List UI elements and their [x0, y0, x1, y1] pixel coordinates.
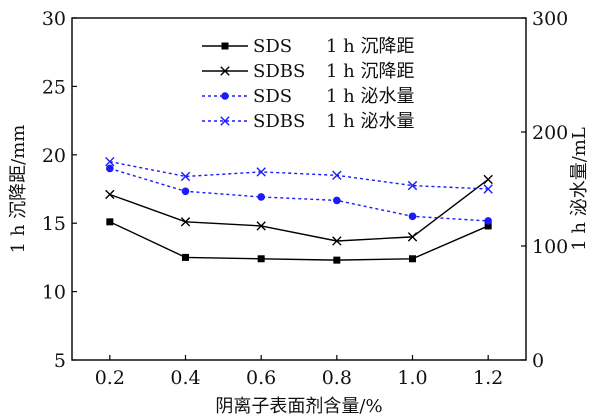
data-point-1: [256, 221, 266, 231]
x-axis-label: 阴离子表面剂含量/%: [215, 396, 382, 417]
plot-frame: [71, 17, 527, 361]
data-point-3: [105, 156, 115, 167]
legend-series-label: 1 h 泌水量: [326, 86, 415, 107]
data-point-0: [484, 222, 492, 230]
series-line-1: [109, 178, 489, 242]
data-point-0: [333, 256, 341, 264]
y-left-tick-label: 15: [42, 213, 66, 235]
x-tick-label: 0.2: [95, 367, 125, 389]
data-point-1: [407, 232, 418, 242]
data-point-0: [409, 255, 416, 263]
data-point-1: [483, 174, 493, 185]
data-point-1: [105, 189, 115, 200]
data-point-3: [407, 180, 418, 191]
legend-series-label: 1 h 沉降距: [326, 61, 415, 82]
data-point-0: [106, 218, 114, 226]
data-point-2: [181, 187, 190, 196]
legend-series-label: 1 h 泌水量: [326, 111, 415, 132]
y-right-tick-label: 100: [532, 236, 568, 258]
data-point-3: [180, 171, 191, 182]
legend-series-name: SDBS: [253, 61, 305, 82]
x-tick-label: 1.0: [397, 367, 427, 389]
series-line-0: [109, 221, 489, 261]
series-line-3: [109, 160, 489, 190]
data-point-2: [257, 193, 265, 201]
series-line-2: [109, 167, 489, 222]
data-point-3: [256, 167, 266, 177]
x-tick-label: 0.6: [246, 367, 276, 389]
data-point-3: [332, 170, 342, 181]
legend-series-name: SDS: [253, 36, 292, 57]
data-point-0: [182, 253, 189, 261]
data-point-1: [332, 236, 342, 246]
data-point-2: [333, 196, 341, 205]
data-point-3: [483, 184, 493, 194]
x-tick-label: 0.8: [322, 367, 352, 389]
legend-series-name: SDS: [253, 86, 292, 107]
data-point-2: [484, 217, 492, 225]
y-left-tick-label: 10: [42, 282, 66, 304]
y-left-axis-label: 1 h 沉降距/mm: [8, 125, 29, 254]
data-point-0: [257, 255, 265, 263]
x-tick-label: 1.2: [473, 367, 503, 389]
legend-series-name: SDBS: [253, 111, 305, 132]
legend-series-label: 1 h 沉降距: [326, 36, 415, 57]
data-point-2: [408, 212, 417, 221]
y-left-tick-label: 30: [42, 8, 66, 30]
y-left-tick-label: 5: [54, 350, 66, 372]
y-right-tick-label: 200: [532, 122, 568, 144]
data-point-2: [106, 164, 114, 173]
y-right-tick-label: 0: [532, 350, 544, 372]
y-left-tick-label: 25: [42, 76, 66, 98]
y-right-axis-label: 1 h 泌水量/mL: [569, 127, 590, 251]
legend-marker-1: [220, 66, 230, 76]
legend-marker-3: [220, 116, 230, 126]
legend-marker-2: [221, 92, 229, 100]
x-tick-label: 0.4: [170, 367, 200, 389]
data-point-1: [180, 217, 191, 227]
y-right-tick-label: 300: [532, 8, 568, 30]
y-left-tick-label: 20: [42, 145, 66, 167]
legend-marker-0: [221, 42, 229, 50]
